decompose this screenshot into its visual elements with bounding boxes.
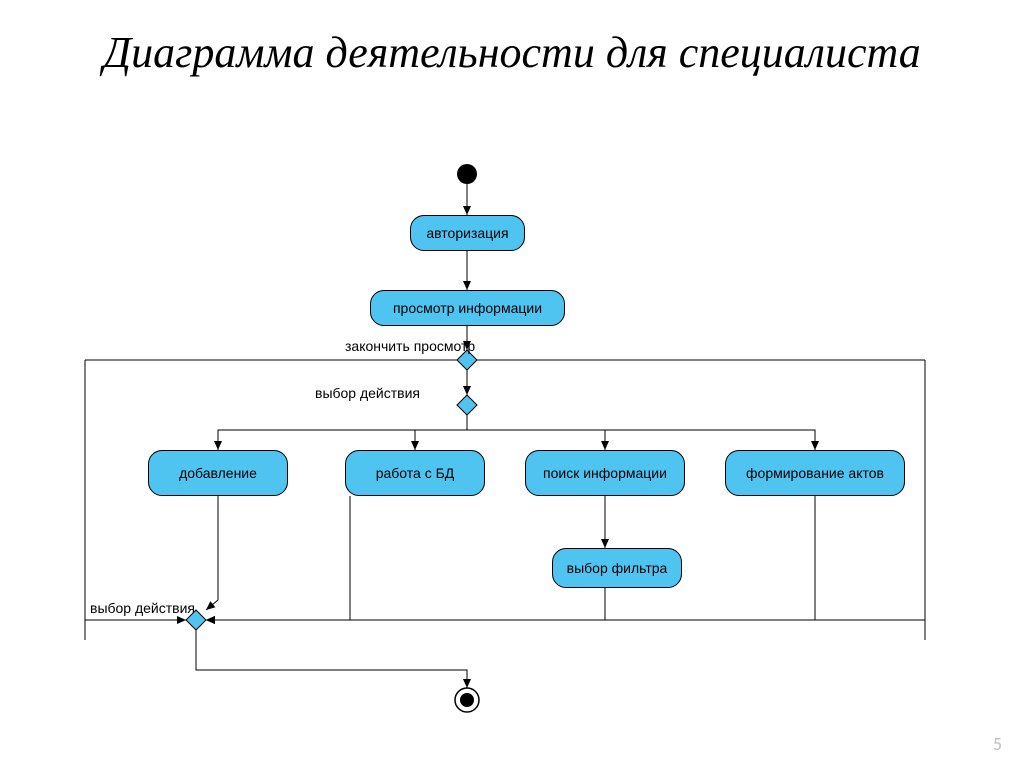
node-auth: авторизация [410, 215, 525, 251]
label-choose-action: выбор действия [315, 385, 420, 401]
page-title: Диаграмма деятельности для специалиста [0, 0, 1024, 79]
node-search: поиск информации [525, 450, 685, 496]
node-filter: выбор фильтра [552, 548, 682, 588]
label-finish-view: закончить просмотр [345, 338, 475, 354]
label-choose-action-2: выбор действия [90, 600, 195, 616]
node-add: добавление [148, 450, 288, 496]
activity-diagram: авторизация просмотр информации добавлен… [0, 160, 1024, 730]
node-reports: формирование актов [725, 450, 905, 496]
node-db: работа с БД [345, 450, 485, 496]
node-view: просмотр информации [370, 290, 565, 326]
page-number: 5 [993, 733, 1002, 755]
